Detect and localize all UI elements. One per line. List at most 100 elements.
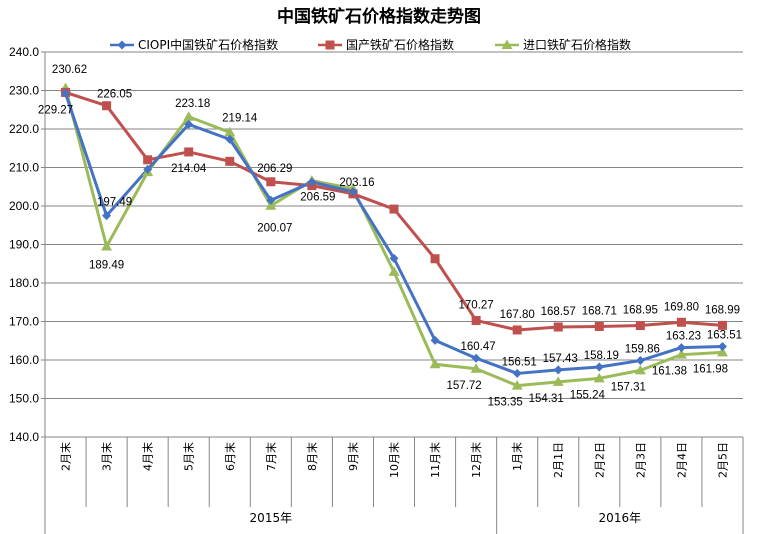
x-tick-label: 11月末: [428, 442, 442, 478]
y-tick-label: 150.0: [9, 392, 39, 406]
series-marker-square: [635, 321, 645, 331]
series-marker-triangle: [675, 349, 687, 359]
series-marker-diamond: [594, 362, 604, 372]
x-tick-label: 6月末: [223, 442, 237, 471]
data-label: 214.04: [171, 163, 207, 175]
series-marker-diamond: [307, 177, 317, 187]
y-tick-label: 240.0: [9, 45, 39, 59]
series-marker-square: [512, 325, 522, 335]
x-tick-label: 2月1日: [552, 442, 565, 478]
series-marker-square: [102, 101, 112, 111]
data-label: 189.49: [89, 259, 124, 271]
series-marker-triangle: [183, 111, 195, 121]
series-marker-square: [184, 147, 194, 157]
data-label: 226.05: [97, 89, 132, 101]
y-tick-label: 170.0: [9, 315, 39, 329]
series-marker-square: [594, 321, 604, 331]
data-label: 157.72: [447, 380, 482, 392]
y-tick-label: 220.0: [9, 122, 39, 136]
chart-legend: CIOPI中国铁矿石价格指数 国产铁矿石价格指数 进口铁矿石价格指数: [110, 37, 631, 52]
series-marker-diamond: [143, 164, 153, 174]
series-marker-triangle: [716, 346, 728, 357]
series-marker-triangle: [101, 240, 113, 251]
series-marker-square: [325, 40, 335, 50]
y-tick-label: 210.0: [9, 161, 39, 175]
series-marker-diamond: [717, 341, 727, 351]
data-label: 168.95: [623, 305, 658, 317]
series-marker-square: [471, 315, 481, 325]
data-label: 153.35: [488, 397, 523, 409]
data-label: 161.98: [693, 363, 728, 375]
series-marker-triangle: [511, 380, 523, 390]
data-label: 206.59: [300, 192, 335, 204]
data-label: 219.14: [222, 112, 258, 124]
data-label: 168.99: [705, 304, 740, 316]
legend-label: 国产铁矿石价格指数: [346, 37, 454, 52]
data-label: 170.27: [459, 299, 494, 311]
x-tick-label: 2月2日: [593, 442, 606, 478]
series-marker-square: [266, 177, 276, 187]
series-marker-square: [430, 254, 440, 264]
x-tick-label: 2月4日: [675, 442, 688, 478]
series-marker-diamond: [266, 195, 276, 205]
series-marker-square: [717, 320, 727, 330]
series-marker-square: [553, 322, 563, 332]
x-tick-label: 1月末: [510, 442, 524, 471]
series-marker-diamond: [102, 211, 112, 221]
grid-lines: [45, 51, 743, 438]
year-label: 2015年: [250, 511, 293, 525]
series-marker-triangle: [593, 372, 605, 383]
y-tick-label: 190.0: [9, 238, 39, 252]
data-label: 158.19: [584, 350, 619, 362]
series-marker-diamond: [512, 368, 522, 378]
series-marker-triangle: [388, 266, 400, 276]
data-label: 163.51: [707, 329, 742, 341]
data-label: 203.16: [339, 177, 374, 189]
series-marker-diamond: [676, 343, 686, 353]
data-label: 229.27: [38, 104, 73, 116]
x-tick-label: 2月末: [59, 442, 73, 471]
series-marker-diamond: [61, 88, 71, 98]
x-tick-label: 2月5日: [716, 442, 729, 478]
y-axis: 140.0 150.0 160.0 170.0 180.0 190.0 200.0 210.0…: [9, 45, 46, 444]
legend-label: 进口铁矿石价格指数: [523, 37, 631, 52]
data-label: 168.71: [582, 305, 617, 317]
series-marker-triangle: [552, 376, 564, 386]
year-label: 2016年: [599, 511, 642, 525]
data-label: 157.31: [611, 381, 646, 393]
series-marker-diamond: [389, 253, 399, 263]
x-tick-label: 9月末: [346, 442, 360, 471]
x-tick-label: 4月末: [141, 442, 155, 471]
series-marker-square: [389, 204, 399, 214]
series-marker-square: [225, 156, 235, 166]
series-marker-diamond: [117, 40, 127, 50]
data-series: [60, 82, 728, 390]
data-label: 160.47: [461, 341, 496, 353]
x-tick-label: 5月末: [182, 442, 196, 471]
data-label: 168.57: [541, 306, 576, 318]
series-marker-triangle: [429, 358, 441, 369]
data-label: 230.62: [52, 64, 87, 76]
data-label: 206.29: [257, 163, 292, 175]
data-label: 159.86: [625, 344, 660, 356]
y-tick-label: 180.0: [9, 276, 39, 290]
data-label: 154.31: [529, 393, 564, 405]
series-line: [64, 92, 723, 375]
series-line: [64, 87, 723, 388]
data-labels: 229.27 197.49 160.47 156.51 157.43 158.19 159.…: [38, 64, 742, 408]
series-marker-square: [143, 155, 153, 165]
data-label: 197.49: [97, 197, 132, 209]
y-tick-label: 160.0: [9, 353, 39, 367]
x-tick-label: 12月末: [469, 442, 483, 478]
data-label: 169.80: [664, 301, 699, 313]
y-tick-label: 200.0: [9, 199, 39, 213]
data-label: 167.80: [500, 309, 535, 321]
chart-title: 中国铁矿石价格指数走势图: [277, 6, 481, 27]
data-label: 157.43: [543, 353, 578, 365]
x-tick-label: 7月末: [264, 442, 278, 471]
series-marker-diamond: [430, 335, 440, 345]
series-marker-diamond: [225, 134, 235, 144]
y-tick-label: 140.0: [9, 430, 39, 444]
series-marker-triangle: [265, 200, 277, 210]
series-marker-square: [676, 317, 686, 327]
